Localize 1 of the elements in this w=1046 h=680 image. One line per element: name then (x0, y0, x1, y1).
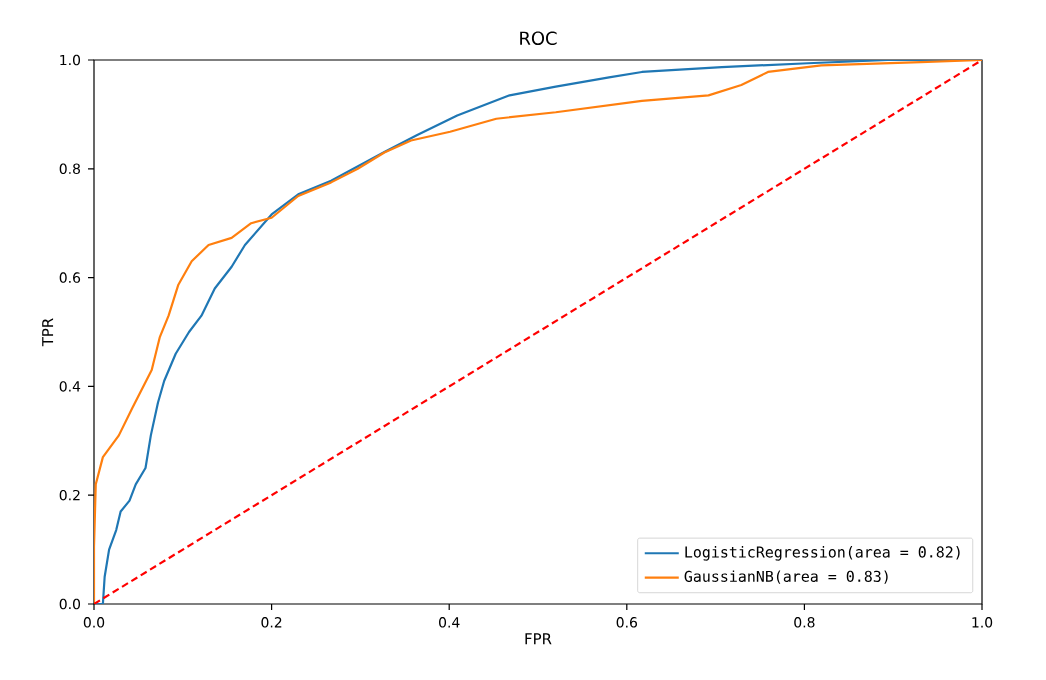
chart-title: ROC (520, 31, 557, 45)
